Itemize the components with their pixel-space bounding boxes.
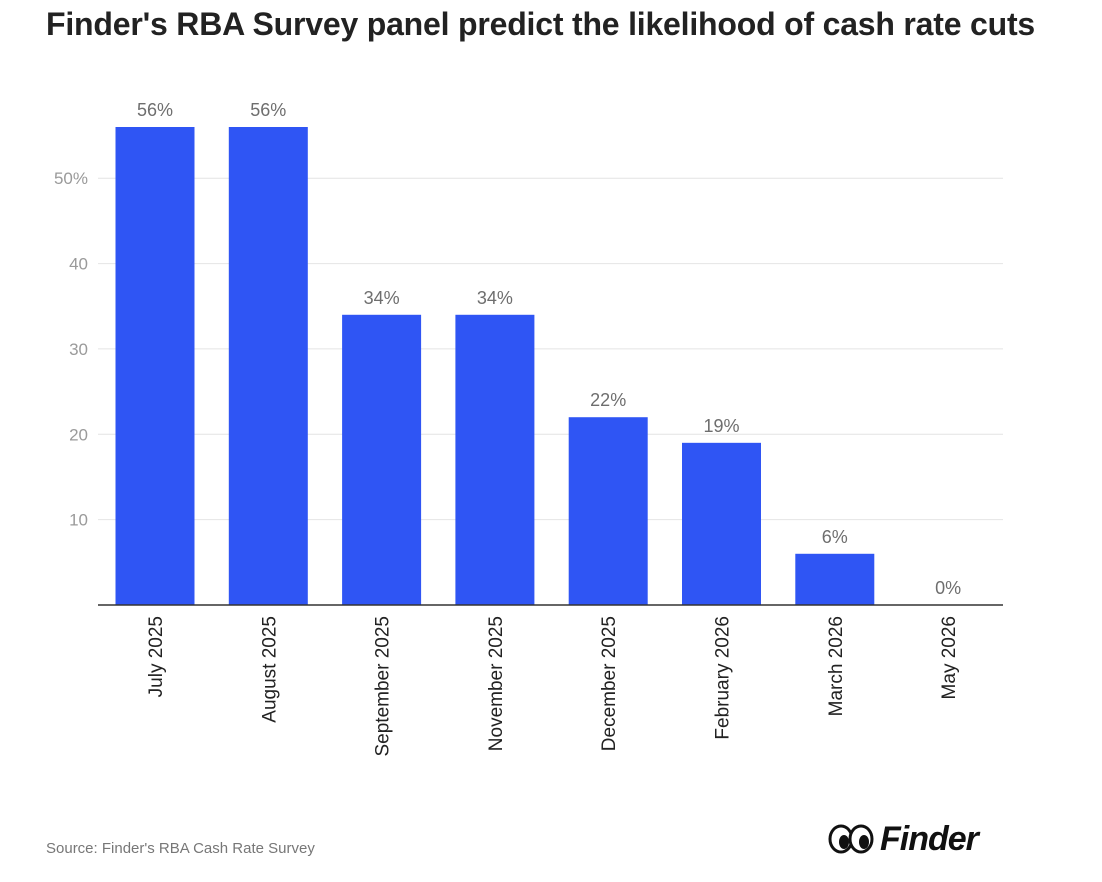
data-label: 22% (590, 390, 626, 410)
y-tick-label: 50% (54, 169, 88, 188)
x-tick-label: December 2025 (599, 616, 620, 751)
x-tick-label: May 2026 (939, 616, 960, 699)
data-label: 56% (250, 100, 286, 120)
bar (115, 127, 195, 605)
y-tick-label: 30 (69, 340, 88, 359)
y-tick-label: 10 (69, 511, 88, 530)
x-axis-ticks: July 2025 August 2025 September 2025 Novemb… (146, 616, 960, 757)
x-tick-label: July 2025 (146, 616, 167, 697)
bar (682, 442, 761, 605)
bar (228, 127, 308, 605)
data-label: 34% (477, 288, 513, 308)
data-labels: 56% 56% 34% 34% 22% 19% 6% 0% (137, 100, 961, 598)
data-label: 6% (822, 527, 848, 547)
chart-title: Finder's RBA Survey panel predict the li… (46, 6, 1036, 42)
logo-wordmark: Finder (880, 819, 979, 858)
data-label: 19% (703, 416, 739, 436)
bar (342, 314, 422, 605)
bar (795, 553, 875, 605)
finder-logo: Finder (828, 818, 979, 860)
x-tick-label: November 2025 (486, 616, 507, 751)
y-tick-label: 20 (69, 425, 88, 444)
bars (115, 127, 875, 605)
x-tick-label: August 2025 (259, 616, 280, 723)
x-tick-label: February 2026 (713, 616, 734, 740)
data-label: 0% (935, 578, 961, 598)
source-note: Source: Finder's RBA Cash Rate Survey (46, 840, 315, 857)
x-tick-label: September 2025 (373, 616, 394, 757)
data-label: 34% (364, 288, 400, 308)
y-axis-ticks: 10 20 30 40 50% (54, 169, 88, 529)
finder-eyes-icon (828, 824, 874, 854)
bar (455, 314, 535, 605)
y-tick-label: 40 (69, 255, 88, 274)
data-label: 56% (137, 100, 173, 120)
x-tick-label: March 2026 (826, 616, 847, 716)
bar (568, 417, 648, 605)
